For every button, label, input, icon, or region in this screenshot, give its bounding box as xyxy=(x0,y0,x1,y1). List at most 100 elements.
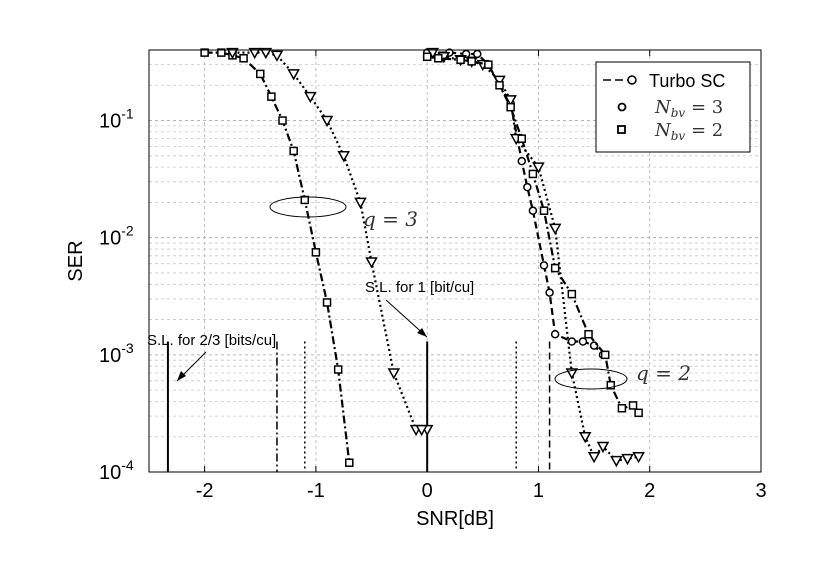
square-marker xyxy=(456,55,465,65)
x-tick-label: 0 xyxy=(422,480,433,502)
x-tick-label: -2 xyxy=(196,480,214,502)
x-tick-label: 1 xyxy=(533,480,544,502)
circle-marker xyxy=(545,288,554,297)
square-marker xyxy=(267,92,276,101)
y-tick-base: 10 xyxy=(99,228,121,250)
square-marker xyxy=(311,248,321,257)
triangle-marker xyxy=(320,115,334,128)
triangle-marker xyxy=(365,257,378,269)
square-marker xyxy=(345,458,354,467)
y-tick-label: 10-1 xyxy=(99,106,134,133)
triangle-marker xyxy=(587,451,601,464)
annotation-sl-one-arrowhead xyxy=(417,328,427,337)
square-marker xyxy=(517,134,527,143)
square-marker xyxy=(434,54,443,63)
triangle-marker xyxy=(304,91,317,104)
triangle-marker xyxy=(621,453,634,466)
series-line xyxy=(427,55,640,414)
square-marker xyxy=(200,48,209,57)
square-marker xyxy=(333,365,343,374)
legend: Turbo SC Nbv = 3 Nbv = 2 xyxy=(595,61,751,153)
circle-marker xyxy=(517,156,527,166)
square-marker xyxy=(617,404,627,413)
square-marker xyxy=(606,381,616,390)
triangle-marker xyxy=(415,424,428,437)
triangle-marker xyxy=(337,151,351,163)
circle-marker xyxy=(550,329,560,339)
square-marker xyxy=(278,116,287,125)
square-marker xyxy=(422,52,432,62)
plot-frame xyxy=(148,49,762,473)
legend-circle-marker xyxy=(627,75,637,85)
triangle-marker xyxy=(259,47,273,60)
square-marker xyxy=(539,206,549,215)
y-tick-exponent: -4 xyxy=(121,457,134,473)
square-marker xyxy=(467,57,476,66)
square-marker xyxy=(506,102,515,112)
y-axis-label: SER xyxy=(65,240,87,281)
annotation-sl-two-thirds-arrowhead xyxy=(177,371,186,381)
square-marker xyxy=(300,195,310,205)
y-tick-base: 10 xyxy=(99,462,121,484)
circle-marker xyxy=(523,182,532,192)
square-marker xyxy=(634,408,643,418)
x-tick-labels: -2 -1 0 1 2 3 xyxy=(196,480,767,502)
y-tick-exponent: -2 xyxy=(121,223,134,239)
legend-nbv3-marker xyxy=(617,102,627,112)
square-marker xyxy=(628,401,638,410)
series-group xyxy=(200,47,645,468)
triangle-marker xyxy=(532,162,545,174)
legend-label-nbv3: Nbv = 3 xyxy=(654,97,723,120)
legend-nbv2-marker xyxy=(617,125,626,134)
y-tick-exponent: -3 xyxy=(121,340,134,356)
triangle-marker xyxy=(596,441,610,454)
q3-group-ellipse xyxy=(269,196,347,218)
triangle-marker xyxy=(226,47,239,60)
x-axis-label: SNR[dB] xyxy=(416,508,494,530)
y-tick-label: 10-2 xyxy=(99,223,134,250)
square-marker xyxy=(550,263,560,273)
annotation-sl-one: S.L. for 1 [bit/cu] xyxy=(365,279,474,296)
y-tick-label: 10-3 xyxy=(99,340,134,367)
annotation-q3: q = 3 xyxy=(363,207,418,231)
shannon-limit-lines xyxy=(166,341,551,472)
circle-marker xyxy=(528,206,538,215)
triangle-marker xyxy=(248,47,261,60)
y-tick-base: 10 xyxy=(99,111,121,133)
circle-marker xyxy=(578,337,588,346)
triangle-marker xyxy=(387,368,401,380)
annotation-sl-two-thirds: S.L. for 2/3 [bits/cu] xyxy=(147,332,276,349)
triangle-marker xyxy=(632,451,645,464)
square-marker xyxy=(584,329,593,339)
square-marker xyxy=(528,169,538,179)
legend-label-turbo-sc: Turbo SC xyxy=(649,71,725,91)
square-marker xyxy=(484,60,493,69)
square-marker xyxy=(600,350,610,360)
square-marker xyxy=(495,81,504,90)
triangle-marker xyxy=(270,50,284,62)
triangle-marker xyxy=(610,455,623,468)
circle-marker xyxy=(539,261,549,270)
square-marker xyxy=(322,298,332,307)
y-tick-labels: 10-110-210-310-4 xyxy=(99,106,134,484)
y-tick-exponent: -1 xyxy=(121,106,134,122)
square-marker xyxy=(239,54,248,63)
triangle-marker xyxy=(354,197,367,209)
q2-group-ellipse xyxy=(554,368,628,390)
circle-marker xyxy=(567,337,577,346)
y-tick-label: 10-4 xyxy=(99,457,134,484)
annotation-q2: q = 2 xyxy=(636,361,691,385)
square-marker xyxy=(567,289,577,299)
circle-marker xyxy=(473,49,482,59)
triangle-marker xyxy=(548,223,562,235)
triangle-marker xyxy=(287,69,300,81)
triangle-marker xyxy=(578,431,592,444)
square-marker xyxy=(217,48,226,57)
square-marker xyxy=(289,146,298,156)
legend-label-nbv2: Nbv = 2 xyxy=(654,120,723,143)
x-tick-label: -1 xyxy=(307,480,325,502)
square-marker xyxy=(256,69,265,79)
x-tick-label: 2 xyxy=(644,480,655,502)
x-tick-label: 3 xyxy=(755,480,766,502)
